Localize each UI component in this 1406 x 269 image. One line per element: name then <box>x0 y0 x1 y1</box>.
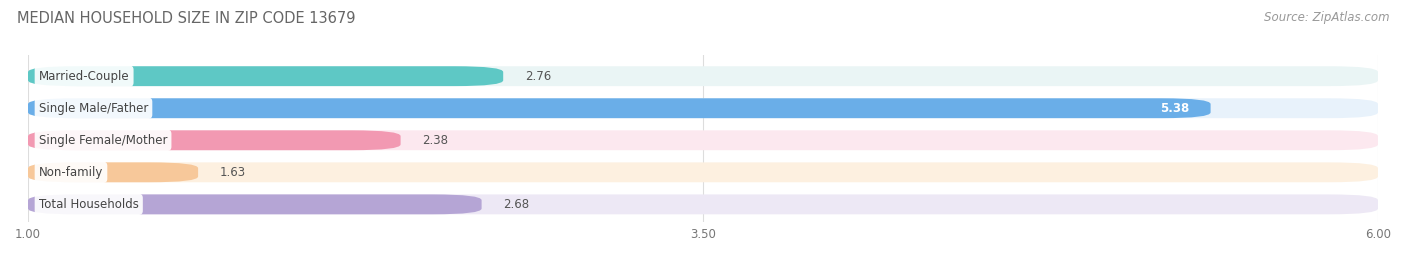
Text: 1.63: 1.63 <box>219 166 246 179</box>
Text: Married-Couple: Married-Couple <box>39 70 129 83</box>
FancyBboxPatch shape <box>28 194 1378 214</box>
FancyBboxPatch shape <box>28 162 1378 182</box>
FancyBboxPatch shape <box>28 194 482 214</box>
Text: 2.76: 2.76 <box>524 70 551 83</box>
FancyBboxPatch shape <box>28 98 1378 118</box>
FancyBboxPatch shape <box>28 98 1211 118</box>
Text: 5.38: 5.38 <box>1160 102 1189 115</box>
Text: Total Households: Total Households <box>39 198 139 211</box>
Text: 2.38: 2.38 <box>422 134 449 147</box>
FancyBboxPatch shape <box>28 130 1378 150</box>
Text: Source: ZipAtlas.com: Source: ZipAtlas.com <box>1264 11 1389 24</box>
Text: 2.68: 2.68 <box>503 198 529 211</box>
FancyBboxPatch shape <box>28 66 503 86</box>
FancyBboxPatch shape <box>28 162 198 182</box>
Text: Non-family: Non-family <box>39 166 103 179</box>
FancyBboxPatch shape <box>28 130 401 150</box>
Text: Single Female/Mother: Single Female/Mother <box>39 134 167 147</box>
Text: Single Male/Father: Single Male/Father <box>39 102 148 115</box>
Text: MEDIAN HOUSEHOLD SIZE IN ZIP CODE 13679: MEDIAN HOUSEHOLD SIZE IN ZIP CODE 13679 <box>17 11 356 26</box>
FancyBboxPatch shape <box>28 66 1378 86</box>
